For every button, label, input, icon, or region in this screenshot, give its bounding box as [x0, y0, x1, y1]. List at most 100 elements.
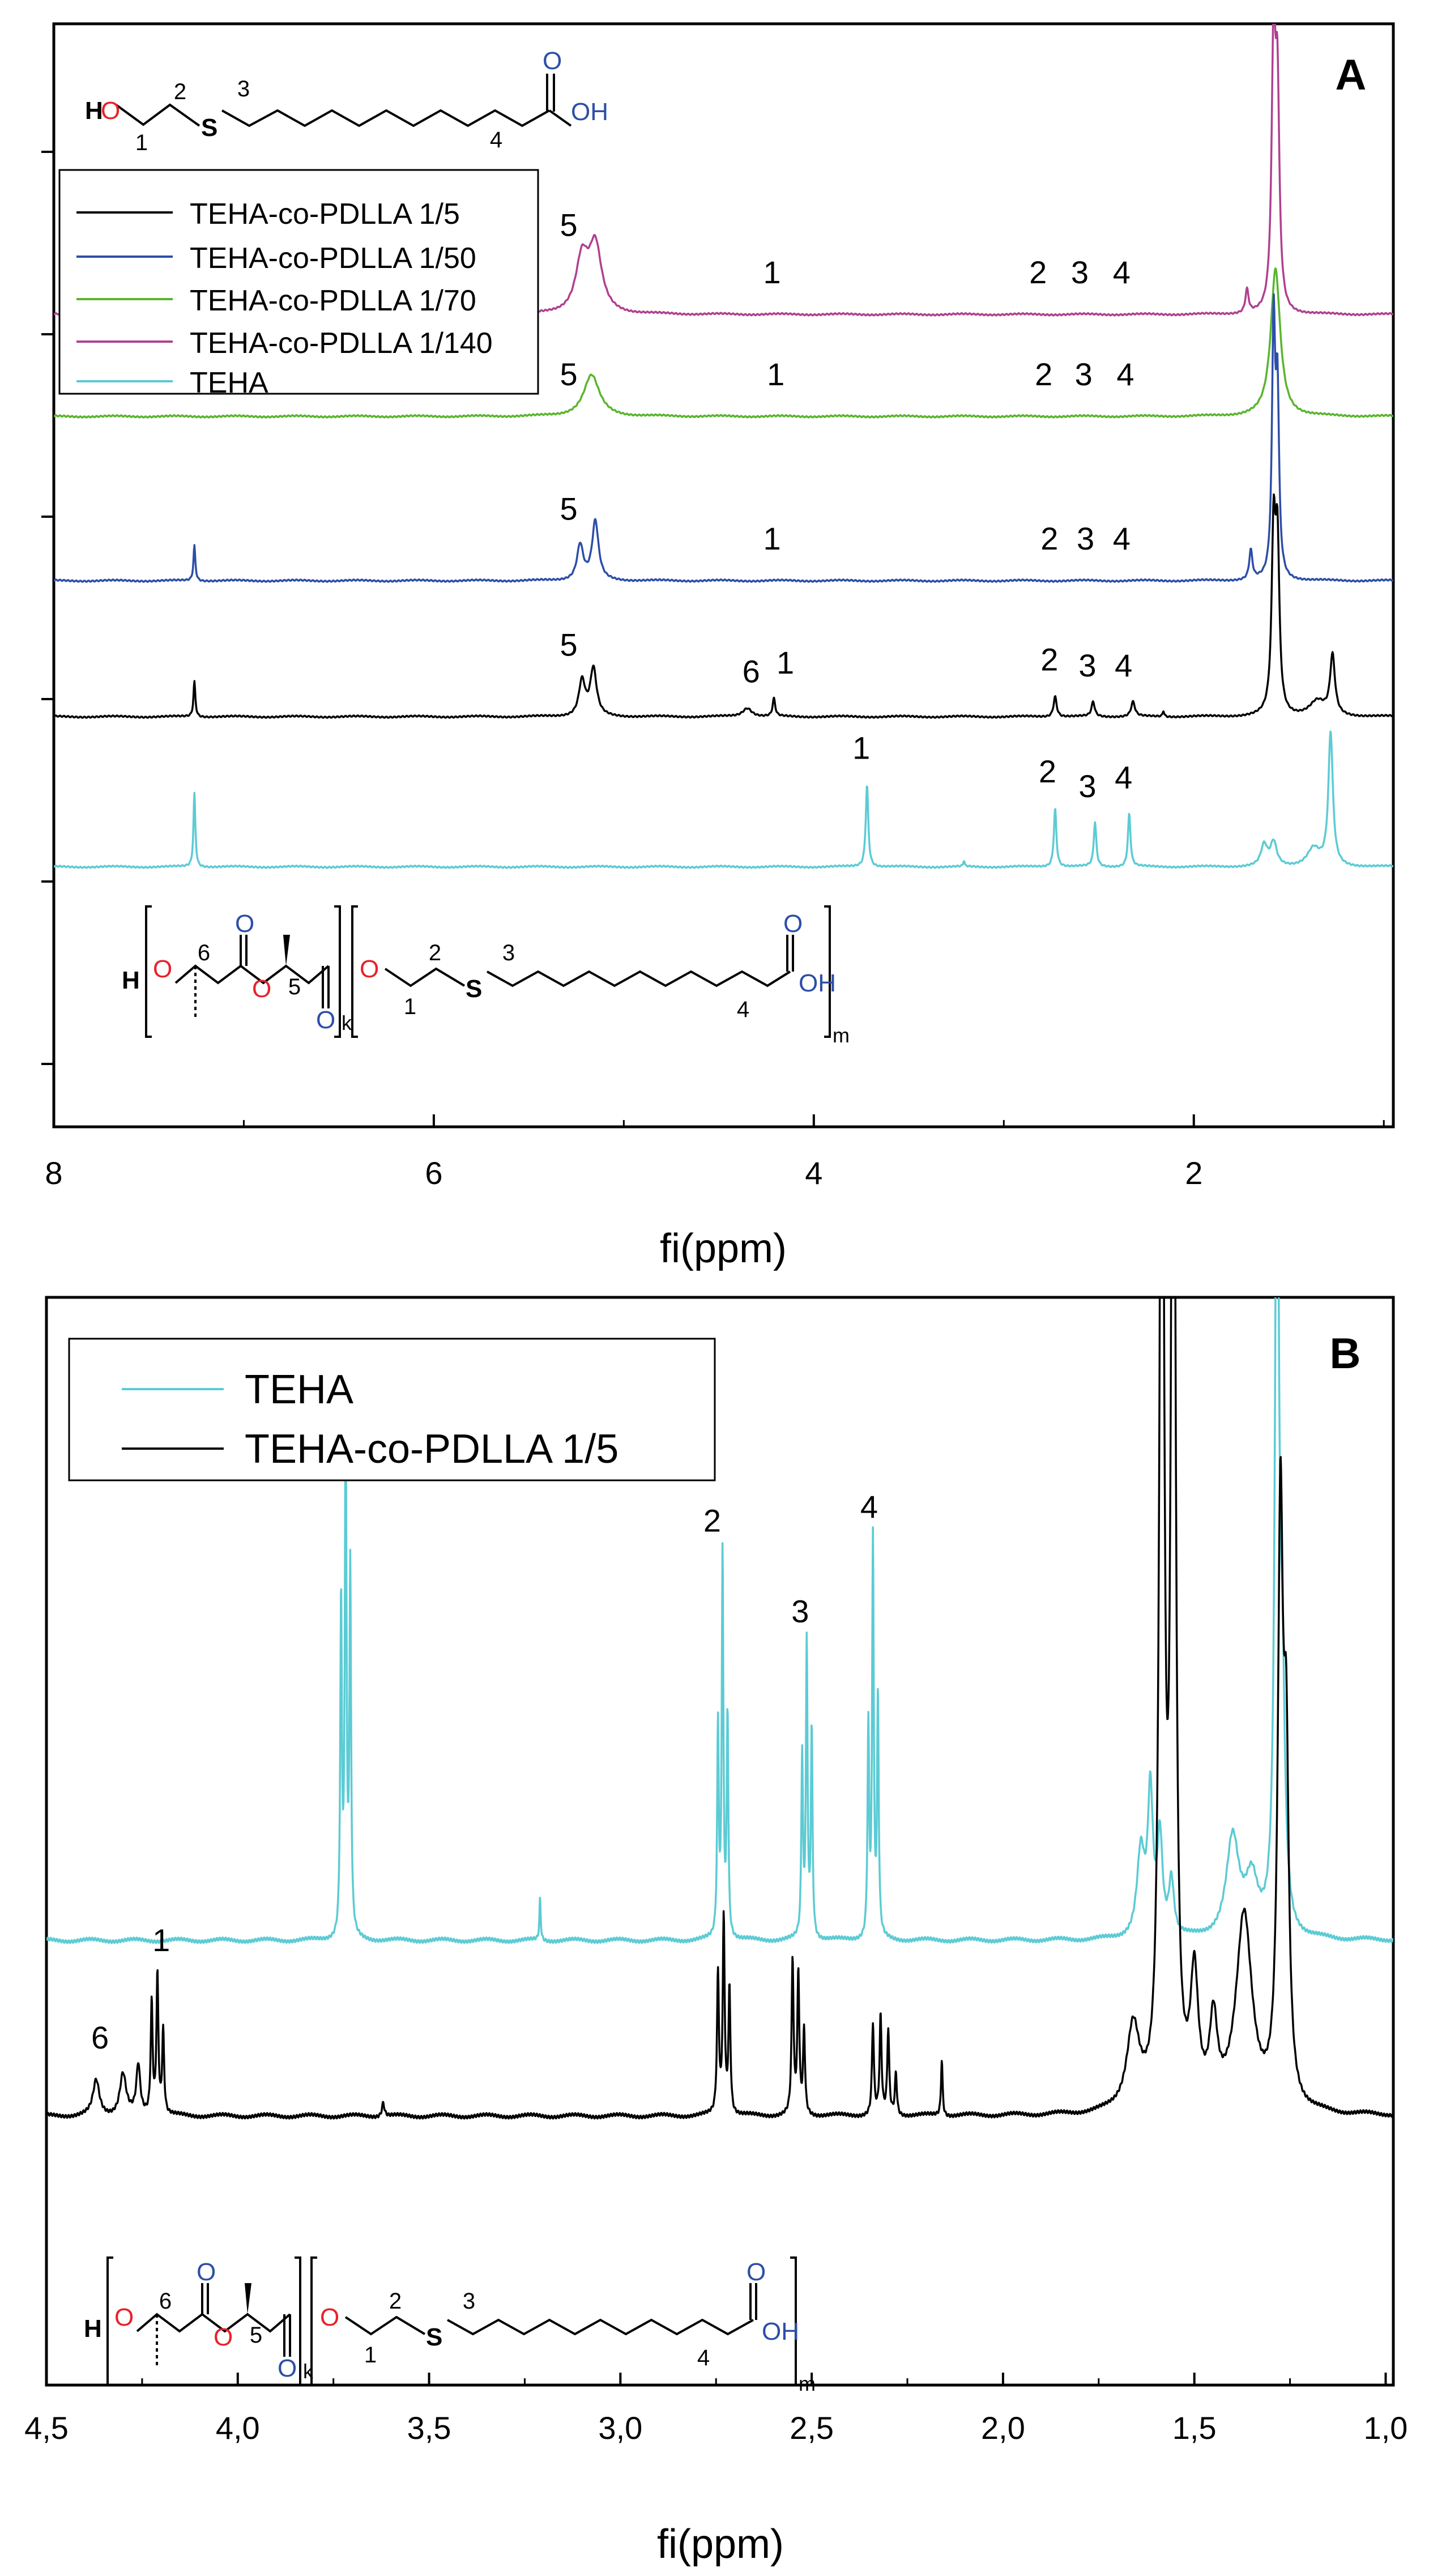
panel-a-peak-label: 5: [560, 627, 578, 663]
panel-b-x-ticks: 4,5 4,0 3,5 3,0 2,5 2,0 1,5 1,0: [24, 2373, 1407, 2446]
panel-b-peak-label: 4: [860, 1489, 878, 1525]
teha-c2-label: 2: [174, 79, 186, 104]
panel-a-peak-label: 5: [560, 207, 578, 242]
legend-b-label-2: TEHA-co-PDLLA 1/5: [245, 1427, 618, 1472]
copolymer-a-o2-label: O: [235, 910, 254, 938]
panel-b-legend: TEHA TEHA-co-PDLLA 1/5: [68, 1338, 716, 1481]
panel-a-peak-labels: 51 2 3 45 1 2 3 451 2 3 456 1 2 3 412 3 4: [560, 207, 1134, 804]
panel-b-peak-label: 3: [791, 1593, 809, 1629]
copolymer-structure-b: H O O O O O S OH O k m 1 2 3 4 5 6: [84, 2256, 816, 2395]
panel-a-peak-label: 1: [777, 645, 794, 680]
panel-b-x-tick-label: 1,0: [1364, 2410, 1408, 2446]
copolymer-b-c5-label: 5: [250, 2323, 262, 2348]
panel-a-spectrum-teha: [54, 730, 1393, 869]
panel-b-x-tick-label: 1,5: [1172, 2410, 1217, 2446]
panel-b-spectrum-teha-co-pdlla-1-5: [46, 1297, 1393, 2120]
panel-b-x-tick-label: 3,5: [407, 2410, 451, 2446]
copolymer-a-oh-label: OH: [799, 969, 836, 997]
teha-s-label: S: [201, 114, 217, 142]
copolymer-b-m-label: m: [799, 2372, 816, 2395]
panel-a-peak-label: 2: [1040, 521, 1058, 556]
panel-a-peak-label: 3: [1075, 356, 1093, 392]
copolymer-a-o5-label: O: [360, 955, 379, 983]
svg-text:O: O: [783, 910, 803, 938]
panel-a-x-tick-label: 4: [805, 1155, 822, 1191]
panel-b-title: B: [1330, 1330, 1361, 1378]
copolymer-a-o1-label: O: [153, 955, 172, 983]
panel-a-x-tick-label: 8: [45, 1155, 62, 1191]
panel-a-peak-label: 2: [1039, 753, 1056, 789]
panel-a-peak-label: 1: [763, 254, 780, 290]
copolymer-a-k-label: k: [342, 1011, 352, 1034]
panel-a-peak-label: 3: [1077, 521, 1094, 556]
panel-b-x-tick-label: 3,0: [598, 2410, 642, 2446]
panel-a-peak-label: 5: [560, 491, 578, 527]
panel-a-spectrum-teha-co-pdlla-1-5: [54, 493, 1393, 719]
legend-a-label-1: TEHA-co-PDLLA 1/5: [190, 198, 460, 231]
teha-carbonyl-o-label: O: [543, 47, 562, 75]
copolymer-a-c4-label: 4: [737, 997, 749, 1022]
panel-b-frame: [45, 1296, 1395, 2387]
panel-a-spectrum-teha-co-pdlla-1-70: [54, 267, 1393, 419]
panel-b-peak-label: 6: [91, 2020, 109, 2055]
copolymer-a-o3-label: O: [252, 975, 271, 1003]
copolymer-a-s-label: S: [466, 975, 482, 1003]
teha-oh-label: OH: [571, 98, 608, 126]
panel-a-peak-label: 4: [1115, 759, 1132, 795]
panel-b-x-tick-label: 4,0: [216, 2410, 260, 2446]
panel-a-x-axis-label: fi(ppm): [660, 1226, 787, 1271]
panel-a-peak-label: 4: [1113, 521, 1131, 556]
panel-a-peak-label: 1: [763, 521, 780, 556]
panel-b-legend-box: [68, 1338, 716, 1481]
copolymer-a-c3-label: 3: [502, 940, 515, 965]
copolymer-a-c2-label: 2: [429, 940, 441, 965]
panel-a-peak-label: 5: [560, 356, 578, 392]
teha-c3-label: 3: [237, 76, 250, 101]
copolymer-b-o4-label: O: [278, 2354, 297, 2382]
copolymer-b-c4-label: 4: [697, 2345, 710, 2370]
panel-a-title: A: [1336, 51, 1367, 99]
copolymer-b-o2-label: O: [197, 2258, 216, 2286]
legend-a-label-3: TEHA-co-PDLLA 1/70: [190, 284, 476, 317]
copolymer-b-c1-label: 1: [364, 2343, 377, 2368]
legend-a-label-5: TEHA: [190, 367, 268, 399]
panel-a-spectrum-teha-co-pdlla-1-50: [54, 293, 1393, 583]
copolymer-a-c5-label: 5: [288, 974, 301, 999]
panel-a-peak-label: 1: [767, 356, 784, 392]
panel-a-x-tick-label: 6: [425, 1155, 442, 1191]
teha-o-label: O: [101, 97, 120, 125]
copolymer-b-h-label: H: [84, 2315, 102, 2343]
teha-c1-label: 1: [135, 130, 148, 155]
teha-structure-labels: H O S OH O 1 2 3 4: [85, 47, 608, 155]
panel-b-peak-label: 2: [703, 1503, 721, 1539]
copolymer-b-oh-label: OH: [762, 2318, 799, 2345]
panel-b: 4,5 4,0 3,5 3,0 2,5 2,0 1,5 1,0 1 2 3 4 6 1 B fi(ppm…: [24, 1296, 1407, 2567]
copolymer-b-o1-label: O: [114, 2304, 134, 2331]
copolymer-structure-a: H O O O O O S OH O k m 1 2 3 4 5 6: [122, 905, 850, 1047]
copolymer-b-o3-label: O: [214, 2323, 233, 2351]
panel-a-peak-label: 2: [1029, 254, 1047, 290]
legend-a-label-2: TEHA-co-PDLLA 1/50: [190, 242, 476, 275]
panel-a-peak-label: 4: [1115, 648, 1132, 683]
panel-b-peak-label: 1: [152, 1922, 170, 1958]
panel-b-x-tick-label: 2,0: [981, 2410, 1025, 2446]
panel-a-x-ticks: 8 6 4 2: [45, 1114, 1385, 1191]
teha-h-label: H: [85, 97, 103, 125]
panel-a-peak-label: 2: [1035, 356, 1052, 392]
panel-a-peak-label: 3: [1078, 648, 1096, 683]
panel-a-legend-box: [58, 169, 539, 395]
panel-a-frame: [52, 22, 1395, 1129]
copolymer-b-s-label: S: [426, 2323, 442, 2351]
legend-b-label-1: TEHA: [245, 1367, 353, 1412]
teha-c4-label: 4: [490, 127, 502, 152]
copolymer-a-c1-label: 1: [404, 994, 416, 1019]
copolymer-a-o4-label: O: [316, 1006, 335, 1034]
panel-b-x-tick-label: 4,5: [24, 2410, 69, 2446]
svg-text:O: O: [747, 2258, 766, 2286]
panel-a-peak-label: 2: [1040, 642, 1058, 678]
panel-b-spectra: [46, 1297, 1393, 2120]
panel-a-peak-label: 3: [1078, 768, 1096, 804]
copolymer-a-c6-label: 6: [198, 940, 210, 965]
